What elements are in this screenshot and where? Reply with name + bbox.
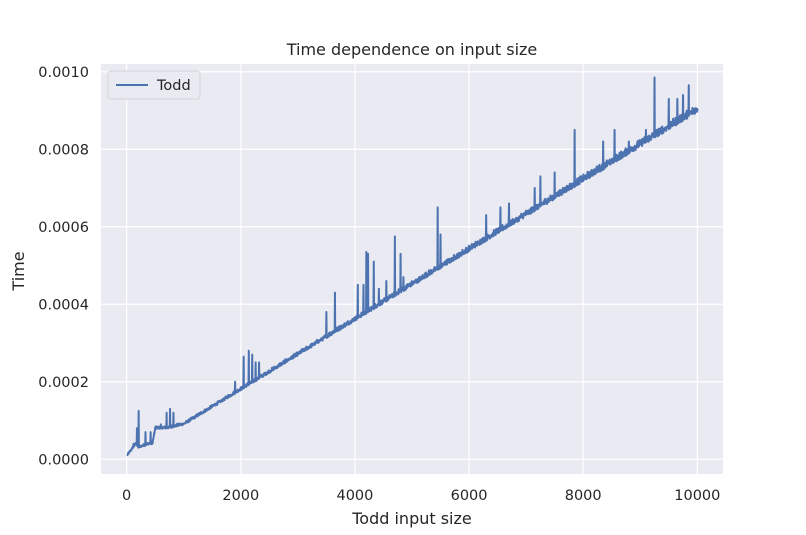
x-tick-label: 8000 xyxy=(565,488,602,504)
chart-title: Time dependence on input size xyxy=(286,40,538,59)
legend: Todd xyxy=(107,70,201,100)
y-tick-label: 0.0006 xyxy=(38,220,89,236)
y-tick-label: 0.0004 xyxy=(38,297,89,313)
x-tick-label: 0 xyxy=(122,488,131,504)
series-group xyxy=(126,76,699,457)
grid-lines xyxy=(101,64,723,474)
plot-background xyxy=(101,64,723,474)
y-tick-labels: 0.0000 0.0002 0.0004 0.0006 0.0008 0.0010 xyxy=(38,65,89,469)
x-tick-label: 10000 xyxy=(674,488,720,504)
y-tick-label: 0.0008 xyxy=(38,142,89,158)
x-tick-label: 4000 xyxy=(336,488,373,504)
series-line-todd xyxy=(126,76,699,457)
legend-label-todd: Todd xyxy=(156,78,191,94)
x-tick-label: 2000 xyxy=(222,488,259,504)
x-tick-labels: 0 2000 4000 6000 8000 10000 xyxy=(122,488,720,504)
legend-box xyxy=(107,70,201,100)
y-tick-label: 0.0002 xyxy=(38,375,89,391)
y-tick-label: 0.0000 xyxy=(38,452,89,468)
x-axis-label: Todd input size xyxy=(351,509,472,528)
y-tick-label: 0.0010 xyxy=(38,65,89,81)
x-tick-label: 6000 xyxy=(451,488,488,504)
y-axis-label: Time xyxy=(9,251,28,291)
